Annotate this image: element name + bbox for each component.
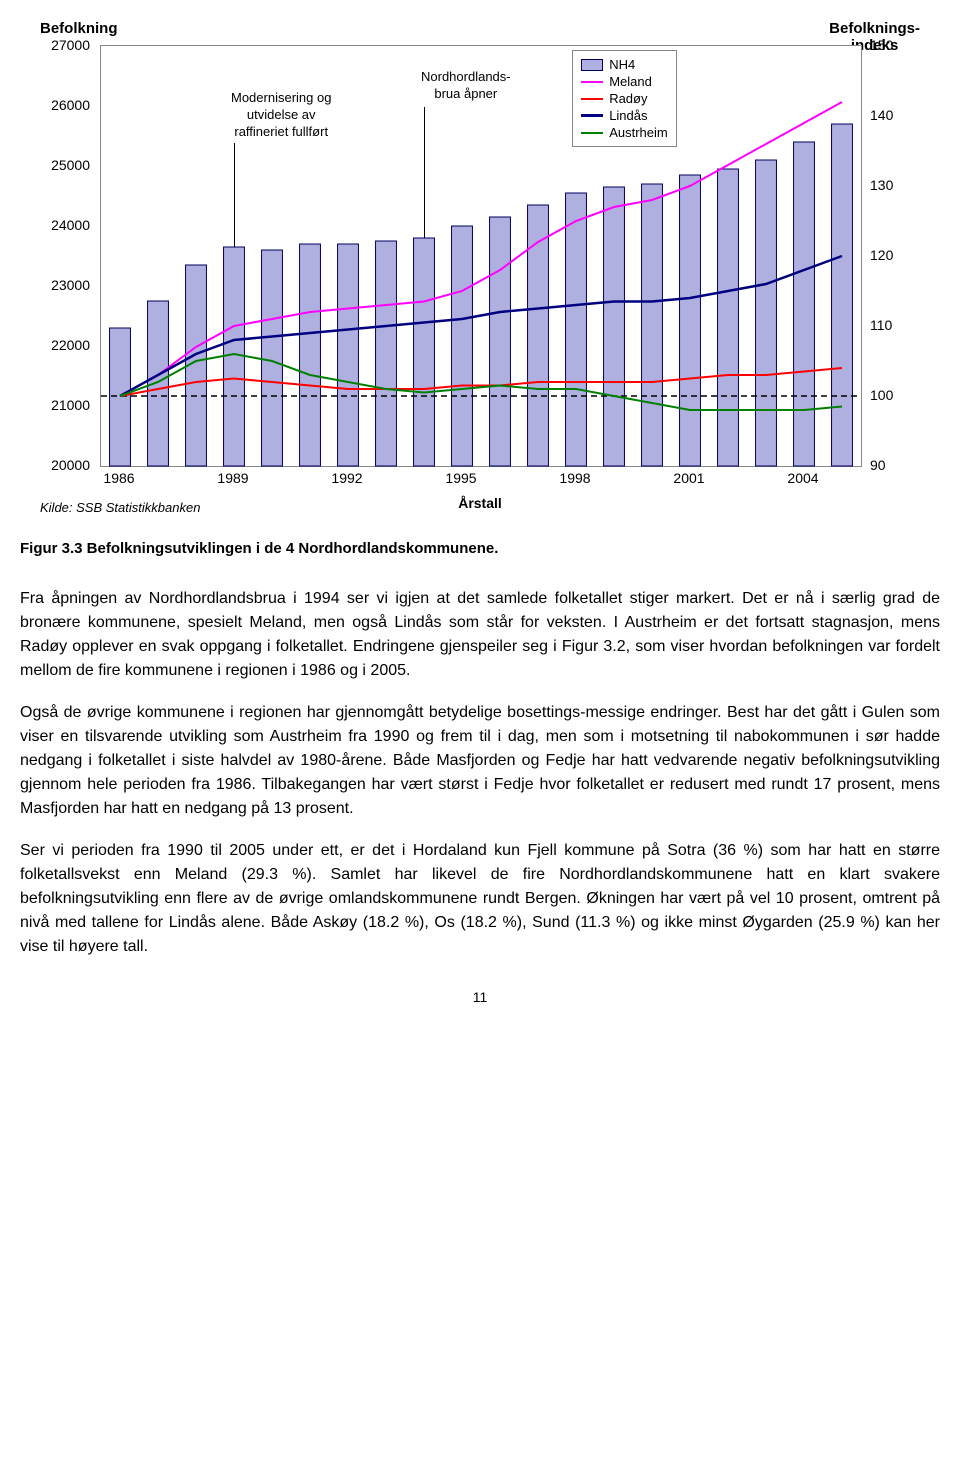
plot-area: Modernisering og utvidelse av raffinerie…	[100, 45, 862, 467]
page-number: 11	[20, 989, 940, 1005]
paragraph: Også de øvrige kommunene i regionen har …	[20, 701, 940, 821]
chart-legend: NH4 Meland Radøy Lindås Austrheim	[572, 50, 677, 147]
body-text: Fra åpningen av Nordhordlandsbrua i 1994…	[20, 587, 940, 959]
y-tick-right: 140	[870, 107, 893, 123]
y-tick-left: 20000	[51, 457, 90, 473]
y-tick-left: 23000	[51, 277, 90, 293]
y-tick-left: 21000	[51, 397, 90, 413]
chart-title-left: Befolkning	[40, 20, 118, 37]
legend-swatch-icon	[581, 98, 603, 100]
y-tick-right: 120	[870, 247, 893, 263]
y-tick-right: 90	[870, 457, 886, 473]
figure-caption: Figur 3.3 Befolkningsutviklingen i de 4 …	[20, 540, 940, 557]
x-tick: 1998	[559, 470, 590, 486]
legend-label: Austrheim	[609, 125, 668, 140]
annotation-line	[424, 107, 425, 238]
legend-swatch-icon	[581, 81, 603, 83]
legend-item: Meland	[581, 74, 668, 89]
y-tick-left: 27000	[51, 37, 90, 53]
x-tick: 1992	[331, 470, 362, 486]
x-tick: 1986	[103, 470, 134, 486]
y-tick-left: 24000	[51, 217, 90, 233]
x-tick: 1989	[217, 470, 248, 486]
annotation-label: Modernisering og utvidelse av raffinerie…	[229, 88, 333, 143]
legend-swatch-icon	[581, 114, 603, 117]
legend-item: Lindås	[581, 108, 668, 123]
annotation-line	[234, 128, 235, 247]
y-tick-left: 25000	[51, 157, 90, 173]
y-axis-right: 90100110120130140150	[865, 45, 920, 465]
x-tick: 2001	[673, 470, 704, 486]
legend-label: Meland	[609, 74, 652, 89]
annotation-label: Nordhordlands- brua åpner	[419, 67, 513, 105]
y-tick-right: 130	[870, 177, 893, 193]
y-axis-left: 2000021000220002300024000250002600027000	[40, 45, 95, 465]
chart-svg	[101, 46, 861, 466]
legend-label: Radøy	[609, 91, 647, 106]
legend-label: Lindås	[609, 108, 647, 123]
paragraph: Ser vi perioden fra 1990 til 2005 under …	[20, 839, 940, 959]
paragraph: Fra åpningen av Nordhordlandsbrua i 1994…	[20, 587, 940, 683]
y-tick-right: 150	[870, 37, 893, 53]
legend-swatch-icon	[581, 132, 603, 134]
legend-label: NH4	[609, 57, 635, 72]
x-axis: 1986 1989 1992 1995 1998 2001 2004	[100, 470, 860, 490]
y-tick-right: 110	[870, 317, 892, 333]
legend-swatch-icon	[581, 59, 603, 71]
x-tick: 2004	[787, 470, 818, 486]
y-tick-left: 26000	[51, 97, 90, 113]
x-tick: 1995	[445, 470, 476, 486]
legend-item: Radøy	[581, 91, 668, 106]
y-tick-left: 22000	[51, 337, 90, 353]
legend-item: NH4	[581, 57, 668, 72]
chart-source: Kilde: SSB Statistikkbanken	[40, 500, 200, 515]
y-tick-right: 100	[870, 387, 893, 403]
population-chart: Befolkning Befolknings- indeks 200002100…	[40, 20, 920, 520]
x-axis-label: Årstall	[100, 495, 860, 511]
legend-item: Austrheim	[581, 125, 668, 140]
